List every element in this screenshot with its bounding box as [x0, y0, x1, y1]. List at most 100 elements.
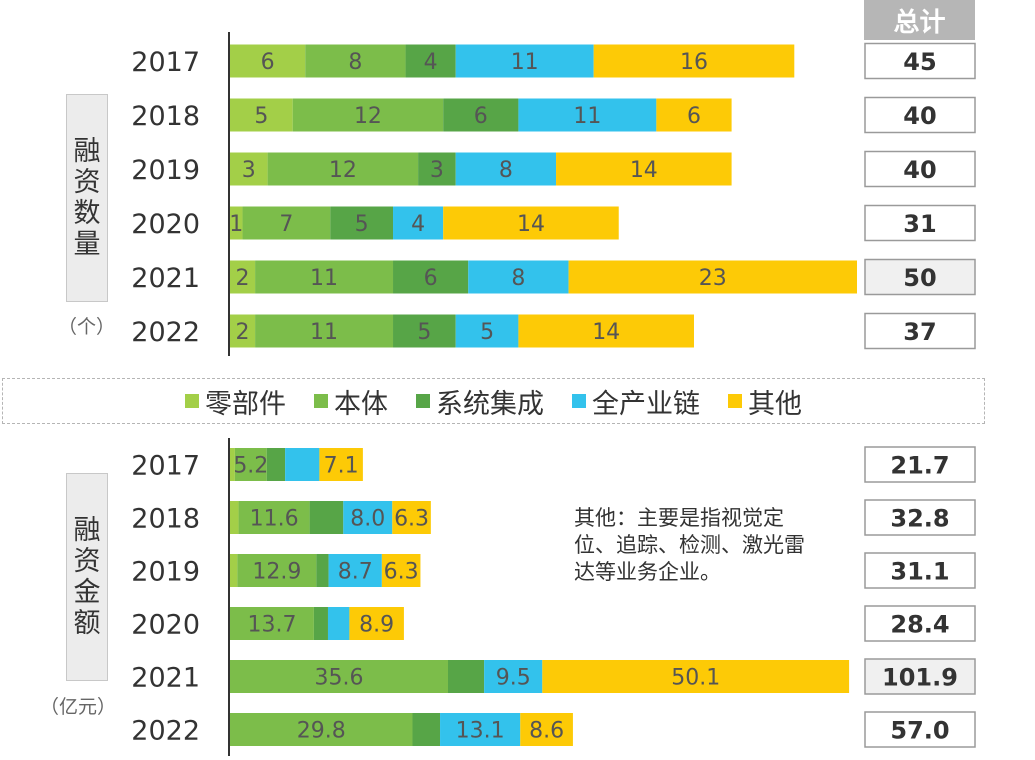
- chart-0-bar-segment: [230, 206, 243, 240]
- chart-0-bar-segment: [230, 44, 306, 78]
- legend-item-parts: 零部件: [185, 382, 286, 421]
- chart-1-segment-label: 8.7: [338, 560, 373, 585]
- chart-0-category-label: 2022: [131, 317, 200, 348]
- chart-0-category-label: 2019: [131, 155, 200, 186]
- chart-0-segment-label: 12: [354, 104, 382, 129]
- chart-0-bar-segment: [393, 260, 469, 294]
- chart-1-segment-label: 5.2: [233, 454, 268, 479]
- chart-0-segment-label: 2: [236, 266, 250, 291]
- chart-0-segment-label: 14: [517, 212, 545, 237]
- legend-item-full-chain: 全产业链: [572, 382, 700, 421]
- chart-1-segment-label: 7.1: [324, 454, 359, 479]
- amount-axis-title: 融 资 金 额: [66, 473, 108, 681]
- chart-1-bar-segment: [343, 501, 393, 534]
- legend-item-body: 本体: [314, 382, 388, 421]
- chart-0-segment-label: 8: [499, 158, 513, 183]
- chart-1-bar-segment: [327, 607, 350, 640]
- chart-0-bar-segment: [405, 44, 456, 78]
- chart-1-segment-label: 13.7: [247, 613, 296, 638]
- chart-1-category-label: 2018: [131, 504, 200, 535]
- chart-1-segment-label: 6.3: [394, 507, 429, 532]
- chart-0-segment-label: 4: [411, 212, 425, 237]
- chart-1-category-label: 2017: [131, 451, 200, 482]
- chart-0-segment-label: 6: [474, 104, 488, 129]
- legend-label-body: 本体: [334, 388, 388, 420]
- count-unit: （个）: [58, 316, 116, 338]
- chart-0-bar-segment: [455, 152, 557, 186]
- chart-0-segment-label: 11: [310, 320, 338, 345]
- chart-0-bar-segment: [443, 206, 619, 240]
- chart-1-total-box: [864, 446, 976, 483]
- chart-0-total-box: [864, 204, 976, 242]
- chart-1-bar-segment: [440, 713, 521, 746]
- chart-0-bar-segment: [292, 98, 444, 132]
- chart-1-segment-label: 50.1: [671, 666, 720, 691]
- chart-0-segment-label: 11: [573, 104, 601, 129]
- legend-item-integration: 系统集成: [416, 382, 544, 421]
- amount-axis-title-char-1: 融: [73, 514, 101, 546]
- chart-0-segment-label: 5: [254, 104, 268, 129]
- chart-1-total-value: 31.1: [890, 558, 949, 586]
- chart-1-bar-segment: [230, 660, 449, 693]
- chart-0-total-box: [864, 42, 976, 80]
- chart-1-segment-label: 13.1: [456, 719, 505, 744]
- chart-1-total-value: 101.9: [882, 664, 958, 692]
- chart-0-segment-label: 14: [630, 158, 658, 183]
- chart-1-bar-segment: [237, 554, 317, 587]
- chart-1-segment-label: 6.3: [384, 560, 419, 585]
- chart-0-total-value: 40: [903, 102, 936, 130]
- chart-0-total-box: [864, 258, 976, 296]
- chart-1-bar-segment: [230, 448, 235, 481]
- chart-0-segment-label: 11: [310, 266, 338, 291]
- chart-0-bar-segment: [656, 98, 732, 132]
- chart-0-bar-segment: [393, 206, 444, 240]
- chart-1-bar-segment: [230, 713, 413, 746]
- chart-0-segment-label: 16: [680, 50, 708, 75]
- chart-0-bar-segment: [330, 206, 394, 240]
- count-axis-title-char-1: 融: [73, 135, 101, 167]
- chart-1-total-value: 32.8: [890, 505, 949, 533]
- legend-swatch-parts: [185, 394, 199, 408]
- count-axis-title-char-2: 资: [73, 166, 101, 198]
- chart-0-bar-segment: [455, 314, 519, 348]
- chart-1-bar-segment: [230, 607, 314, 640]
- chart-0-total-box: [864, 96, 976, 134]
- chart-0-category-label: 2020: [131, 209, 200, 240]
- chart-1-segment-label: 8.0: [350, 507, 385, 532]
- count-axis-title-char-3: 数: [73, 198, 101, 229]
- chart-1-bar-segment: [392, 501, 431, 534]
- chart-0-bar-segment: [255, 260, 394, 294]
- chart-0-segment-label: 4: [424, 50, 438, 75]
- chart-1-bar-segment: [230, 554, 238, 587]
- chart-0-total-value: 50: [903, 264, 936, 292]
- chart-0-segment-label: 14: [592, 320, 620, 345]
- chart-0-category-label: 2021: [131, 263, 200, 294]
- chart-1-bar-segment: [309, 501, 344, 534]
- chart-0-bar-segment: [305, 44, 406, 78]
- other-category-note: 其他：主要是指视觉定位、追踪、检测、激光雷达等业务企业。: [574, 506, 805, 584]
- chart-1-segment-label: 12.9: [252, 560, 301, 585]
- chart-0-segment-label: 11: [511, 50, 539, 75]
- chart-0-category-label: 2017: [131, 47, 200, 78]
- chart-0-bar-segment: [230, 98, 293, 132]
- chart-1-bar-segment: [412, 713, 441, 746]
- chart-0-total-box: [864, 150, 976, 188]
- chart-0-segment-label: 8: [348, 50, 362, 75]
- chart-1-total-box: [864, 658, 976, 695]
- chart-1-category-label: 2021: [131, 663, 200, 694]
- chart-1-bar-segment: [484, 660, 543, 693]
- legend-item-other: 其他: [728, 382, 802, 421]
- chart-1-segment-label: 11.6: [250, 507, 299, 532]
- chart-1-total-value: 28.4: [890, 611, 949, 639]
- chart-1-total-value: 57.0: [890, 717, 949, 745]
- chart-0-bar-segment: [418, 152, 456, 186]
- chart-1-category-label: 2022: [131, 716, 200, 747]
- count-axis-title-char-4: 量: [73, 229, 101, 261]
- chart-1-bar-segment: [319, 448, 363, 481]
- amount-unit: （亿元）: [40, 696, 117, 718]
- chart-0-bar-segment: [230, 152, 268, 186]
- amount-axis-title-char-2: 资: [73, 545, 101, 577]
- chart-1-bar-segment: [285, 448, 320, 481]
- chart-0-bar-segment: [393, 314, 456, 348]
